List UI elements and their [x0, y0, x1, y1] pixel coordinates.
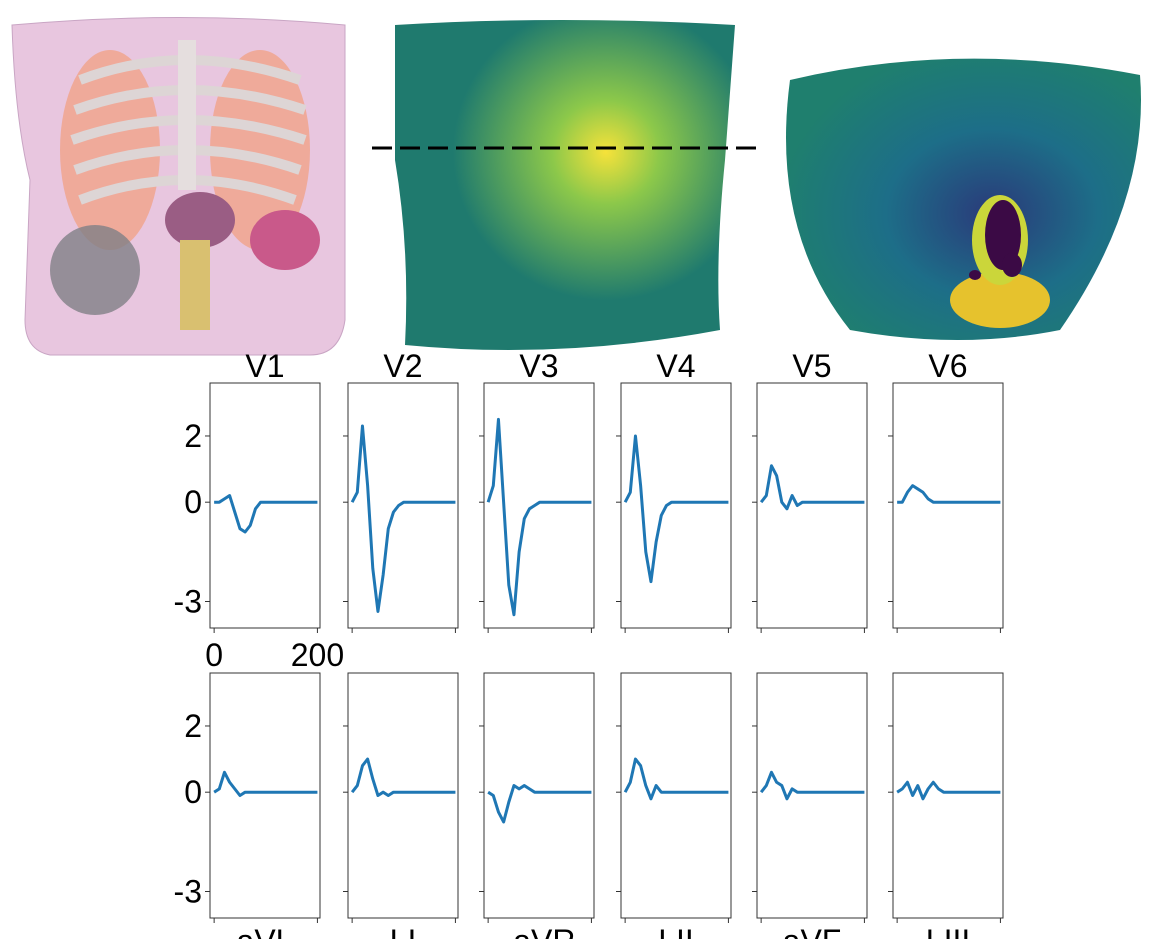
- figure: -3020200V1V2V3V4V5V6-302aVLLI-aVRLIIaVFL…: [0, 0, 1157, 939]
- panel-title: V5: [792, 348, 831, 384]
- panel-frame: [621, 383, 731, 628]
- panel-title: aVL: [237, 923, 294, 939]
- y-tick-label: -3: [174, 584, 202, 620]
- panel-title: aVF: [783, 923, 842, 939]
- panel-frame: [621, 673, 731, 918]
- anatomy-image: [12, 18, 345, 356]
- panel-title: -aVR: [503, 923, 576, 939]
- panel-title: LII: [658, 923, 694, 939]
- slice-image: [786, 59, 1141, 340]
- panel-frame: [893, 673, 1003, 918]
- ecg-line: [897, 782, 1000, 799]
- panel-title: LI: [390, 923, 417, 939]
- ecg-line: [625, 759, 728, 799]
- torso-potential-image: [372, 20, 762, 350]
- panel-title: V1: [245, 348, 284, 384]
- ecg-line: [625, 436, 728, 582]
- ecg-line: [761, 466, 864, 509]
- ecg-line: [352, 759, 455, 795]
- ecg-line: [352, 426, 455, 611]
- y-tick-label: 2: [184, 708, 202, 744]
- panel-frame: [757, 383, 867, 628]
- ecg-line: [214, 496, 317, 532]
- panel-title: V3: [519, 348, 558, 384]
- ecg-line: [488, 786, 591, 822]
- panel-frame: [348, 383, 458, 628]
- panel-frame: [210, 673, 320, 918]
- panel-frame: [348, 673, 458, 918]
- panel-frame: [210, 383, 320, 628]
- ecg-line: [897, 486, 1000, 503]
- ecg-line: [214, 772, 317, 795]
- y-tick-label: 0: [184, 484, 202, 520]
- ecg-line: [488, 419, 591, 614]
- panel-frame: [484, 673, 594, 918]
- y-tick-label: 2: [184, 418, 202, 454]
- panel-title: LIII: [926, 923, 970, 939]
- panel-title: V6: [928, 348, 967, 384]
- x-tick-label: 0: [205, 637, 223, 673]
- panel-frame: [484, 383, 594, 628]
- y-tick-label: 0: [184, 774, 202, 810]
- x-tick-label: 200: [291, 637, 344, 673]
- panel-title: V2: [383, 348, 422, 384]
- y-tick-label: -3: [174, 874, 202, 910]
- panel-frame: [893, 383, 1003, 628]
- panel-frame: [757, 673, 867, 918]
- ecg-line: [761, 772, 864, 798]
- panel-title: V4: [656, 348, 695, 384]
